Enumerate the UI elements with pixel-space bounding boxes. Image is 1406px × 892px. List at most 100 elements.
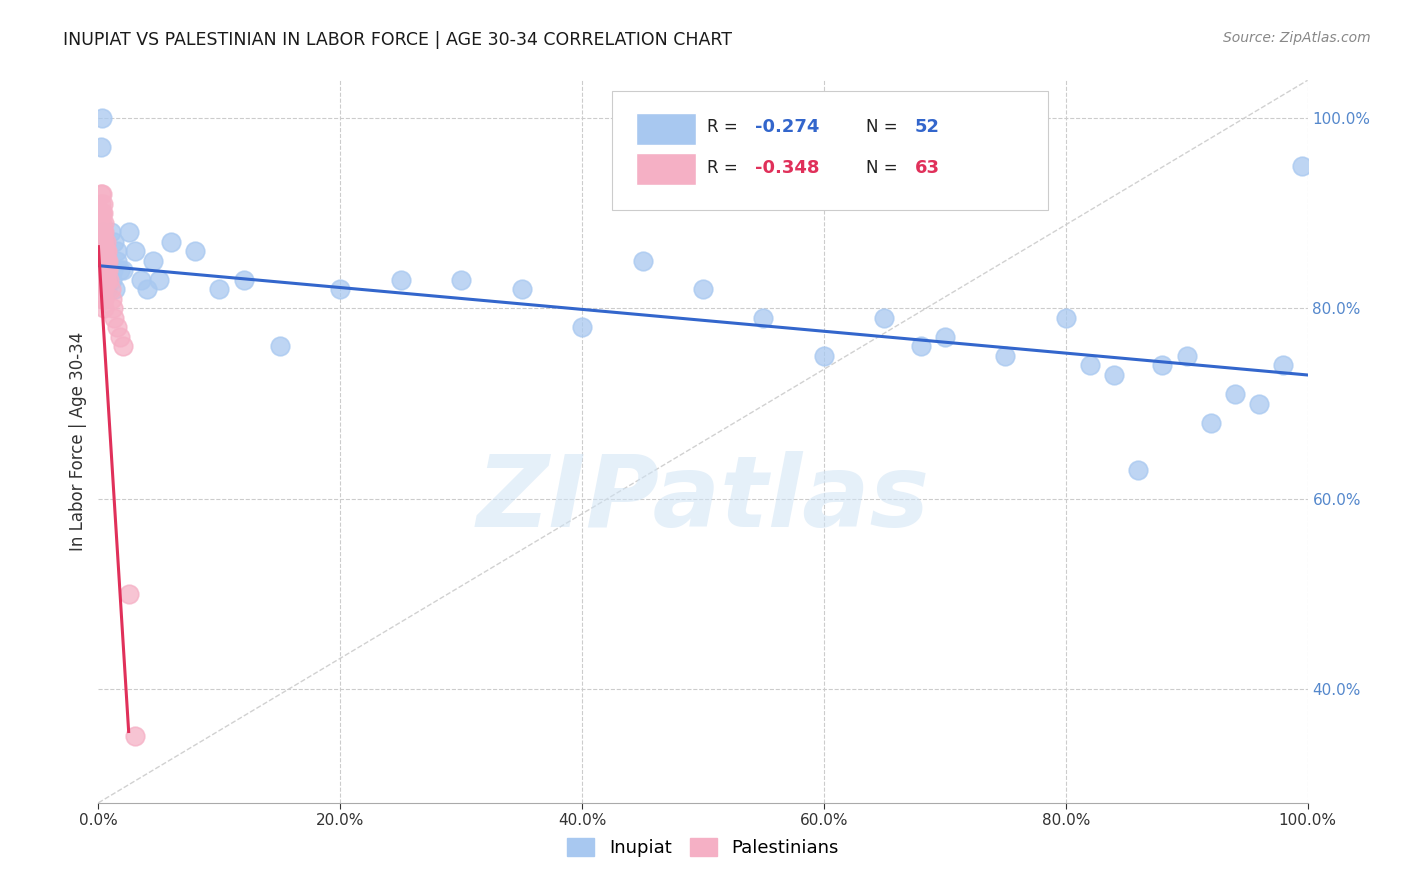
Point	[91, 206, 114, 220]
Point	[142, 254, 165, 268]
Point	[93, 263, 115, 277]
Point	[94, 263, 117, 277]
Point	[1272, 359, 1295, 373]
Point	[232, 273, 254, 287]
Point	[94, 254, 117, 268]
Point	[93, 244, 115, 259]
Y-axis label: In Labor Force | Age 30-34: In Labor Force | Age 30-34	[69, 332, 87, 551]
Text: 52: 52	[915, 119, 939, 136]
Point	[101, 263, 124, 277]
Point	[184, 244, 207, 259]
Point	[124, 729, 146, 743]
Point	[91, 197, 114, 211]
Point	[97, 254, 120, 268]
Point	[752, 310, 775, 325]
Point	[91, 282, 114, 296]
Point	[118, 226, 141, 240]
Point	[1175, 349, 1198, 363]
Text: N =: N =	[866, 119, 903, 136]
Point	[93, 226, 115, 240]
Point	[91, 216, 114, 230]
Point	[108, 263, 131, 277]
Point	[208, 282, 231, 296]
Point	[873, 310, 896, 325]
Point	[105, 244, 128, 259]
Point	[90, 140, 112, 154]
Point	[994, 349, 1017, 363]
Point	[93, 235, 115, 249]
Text: ZIPatlas: ZIPatlas	[477, 450, 929, 548]
Point	[89, 244, 111, 259]
Point	[90, 206, 112, 220]
Text: R =: R =	[707, 119, 742, 136]
Point	[90, 254, 112, 268]
Point	[94, 273, 117, 287]
Point	[96, 244, 118, 259]
Point	[103, 235, 125, 249]
Point	[160, 235, 183, 249]
Point	[91, 273, 114, 287]
Point	[90, 216, 112, 230]
Point	[111, 339, 134, 353]
Point	[1199, 416, 1222, 430]
Point	[329, 282, 352, 296]
Point	[101, 301, 124, 316]
Point	[91, 282, 114, 296]
Point	[91, 263, 114, 277]
Text: 63: 63	[915, 159, 939, 177]
Point	[1152, 359, 1174, 373]
Point	[105, 320, 128, 334]
Point	[692, 282, 714, 296]
Point	[93, 254, 115, 268]
Point	[93, 292, 115, 306]
Point	[389, 273, 412, 287]
Point	[91, 226, 114, 240]
Point	[91, 235, 114, 249]
Point	[93, 273, 115, 287]
Point	[93, 282, 115, 296]
Text: R =: R =	[707, 159, 742, 177]
Point	[108, 330, 131, 344]
Point	[1291, 159, 1313, 173]
Point	[96, 254, 118, 268]
Point	[450, 273, 472, 287]
Point	[104, 282, 127, 296]
Point	[100, 226, 122, 240]
Point	[135, 282, 157, 296]
Text: N =: N =	[866, 159, 903, 177]
Point	[91, 292, 114, 306]
Point	[91, 254, 114, 268]
Point	[90, 197, 112, 211]
Point	[111, 263, 134, 277]
Point	[96, 273, 118, 287]
Point	[934, 330, 956, 344]
Text: INUPIAT VS PALESTINIAN IN LABOR FORCE | AGE 30-34 CORRELATION CHART: INUPIAT VS PALESTINIAN IN LABOR FORCE | …	[63, 31, 733, 49]
Point	[97, 263, 120, 277]
Point	[91, 263, 114, 277]
Point	[91, 187, 114, 202]
Point	[89, 226, 111, 240]
Point	[129, 273, 152, 287]
FancyBboxPatch shape	[637, 153, 696, 185]
Point	[90, 226, 112, 240]
Point	[91, 254, 114, 268]
Point	[91, 206, 114, 220]
Point	[90, 244, 112, 259]
Point	[510, 282, 533, 296]
Point	[91, 273, 114, 287]
Point	[94, 244, 117, 259]
Point	[91, 226, 114, 240]
Point	[97, 263, 120, 277]
Point	[118, 587, 141, 601]
Point	[91, 226, 114, 240]
Point	[1102, 368, 1125, 382]
Point	[91, 244, 114, 259]
Point	[1128, 463, 1150, 477]
Point	[813, 349, 835, 363]
Text: Source: ZipAtlas.com: Source: ZipAtlas.com	[1223, 31, 1371, 45]
Point	[910, 339, 932, 353]
Point	[91, 235, 114, 249]
Point	[93, 254, 115, 268]
Point	[1223, 387, 1246, 401]
Text: -0.274: -0.274	[755, 119, 820, 136]
